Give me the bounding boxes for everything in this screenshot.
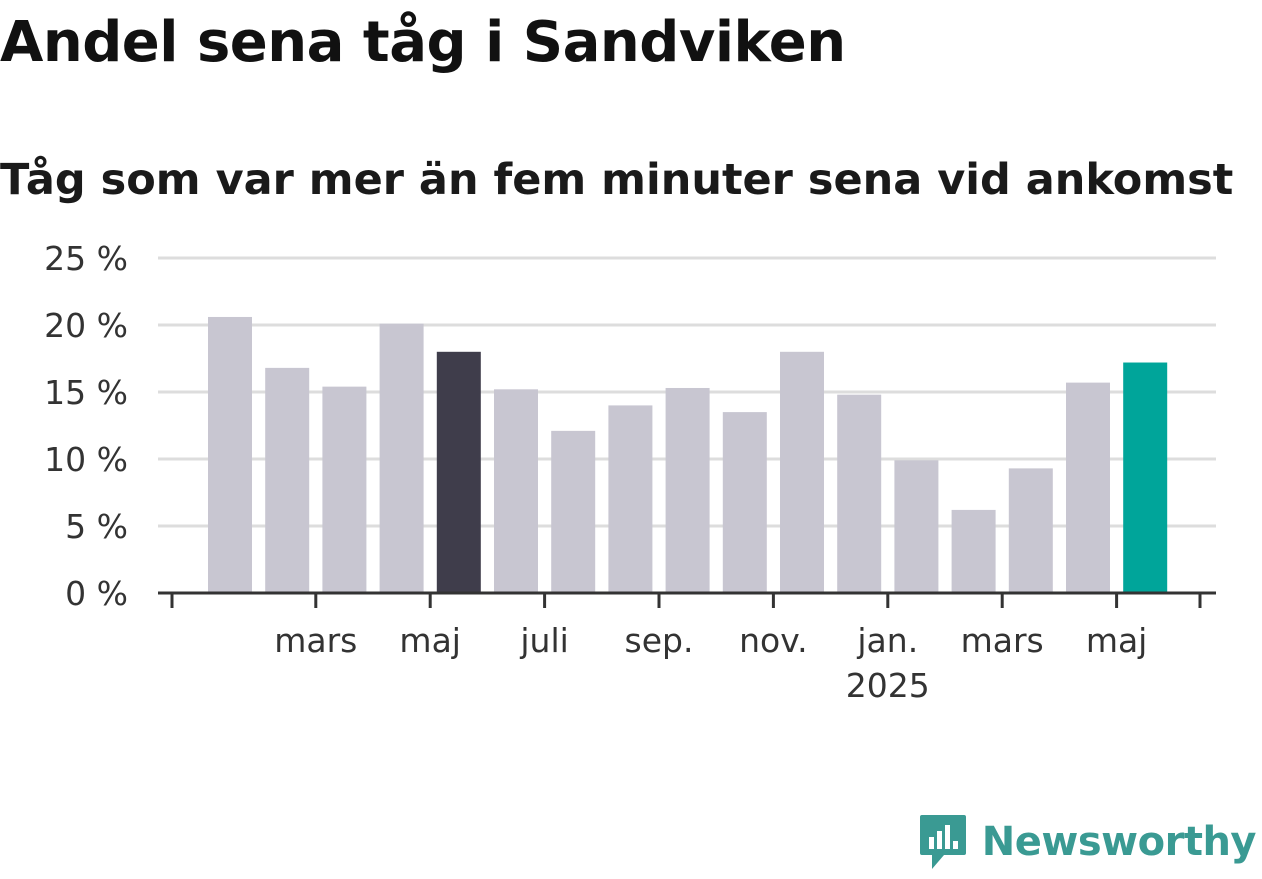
bar bbox=[322, 386, 367, 593]
bar bbox=[1123, 362, 1168, 593]
bar bbox=[951, 509, 996, 593]
newsworthy-logo: Newsworthy bbox=[918, 813, 1257, 871]
y-tick-label: 15 % bbox=[44, 373, 128, 412]
bar bbox=[265, 367, 310, 593]
bar bbox=[208, 316, 252, 593]
x-tick-sublabel: 2025 bbox=[846, 666, 930, 705]
bars bbox=[208, 316, 1168, 593]
y-tick-label: 25 % bbox=[44, 239, 128, 278]
y-tick-label: 20 % bbox=[44, 306, 128, 345]
bar bbox=[379, 323, 424, 593]
bar bbox=[780, 351, 824, 593]
bar bbox=[837, 394, 882, 593]
chart-subtitle: Tåg som var mer än fem minuter sena vid … bbox=[0, 155, 1234, 205]
x-tick-label: mars bbox=[961, 621, 1044, 660]
bar bbox=[894, 460, 939, 593]
bar bbox=[551, 430, 596, 593]
y-tick-label: 10 % bbox=[44, 440, 128, 479]
bar bbox=[436, 351, 481, 593]
x-tick-label: juli bbox=[519, 621, 568, 660]
x-tick-label: maj bbox=[399, 621, 461, 660]
chart-title: Andel sena tåg i Sandviken bbox=[0, 10, 846, 75]
x-tick-label: nov. bbox=[739, 621, 808, 660]
bar bbox=[1066, 382, 1110, 593]
x-axis bbox=[158, 591, 1216, 608]
bar bbox=[665, 387, 710, 593]
x-tick-label: mars bbox=[274, 621, 357, 660]
x-tick-label: maj bbox=[1086, 621, 1148, 660]
bar bbox=[722, 412, 767, 593]
bar bbox=[1008, 468, 1053, 593]
bar-chart-speech-bubble-icon bbox=[919, 815, 966, 869]
y-tick-label: 0 % bbox=[65, 574, 128, 613]
y-axis-ticks: 0 % 5 % 10 % 15 % 20 % 25 % bbox=[44, 239, 128, 613]
logo-text: Newsworthy bbox=[981, 819, 1257, 865]
bar bbox=[608, 405, 653, 593]
bar bbox=[494, 389, 538, 593]
x-tick-label: jan. bbox=[856, 621, 918, 660]
y-tick-label: 5 % bbox=[65, 507, 128, 546]
x-tick-label: sep. bbox=[625, 621, 694, 660]
x-axis-ticks: mars maj juli sep. nov. jan. 2025 mars maj bbox=[274, 621, 1147, 705]
